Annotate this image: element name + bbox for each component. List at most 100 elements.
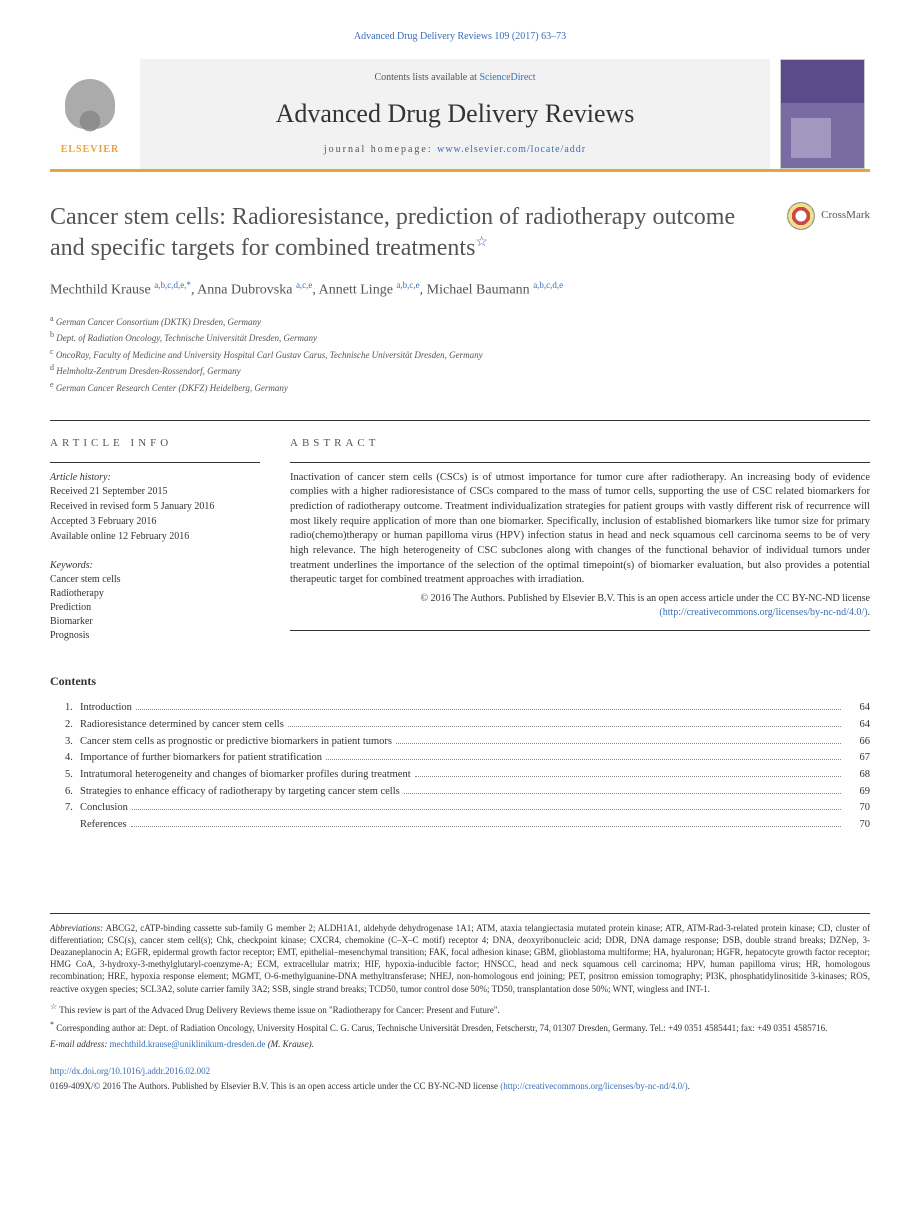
toc-label: Importance of further biomarkers for pat… [80, 751, 322, 766]
affiliation-line: d Helmholtz-Zentrum Dresden-Rossendorf, … [50, 362, 870, 379]
abstract-heading: ABSTRACT [290, 436, 870, 451]
corresponding-author-note: * Corresponding author at: Dept. of Radi… [50, 1019, 870, 1035]
author-name: , Annett Linge [312, 283, 396, 298]
article-info-heading: ARTICLE INFO [50, 436, 260, 451]
affiliation-text: Helmholtz-Zentrum Dresden-Rossendorf, Ge… [54, 366, 241, 376]
toc-leader-dots [288, 726, 841, 727]
divider [50, 462, 260, 463]
toc-label: Radioresistance determined by cancer ste… [80, 718, 284, 733]
author-name: , Michael Baumann [420, 283, 534, 298]
abstract-text: Inactivation of cancer stem cells (CSCs)… [290, 471, 870, 589]
crossmark-icon [787, 202, 815, 230]
author-affiliation-marks: a,b,c,d,e [533, 280, 563, 290]
keyword-item: Radiotherapy [50, 587, 260, 601]
toc-label: References [80, 818, 127, 833]
affiliation-text: German Cancer Consortium (DKTK) Dresden,… [54, 317, 261, 327]
article-info-column: ARTICLE INFO Article history: Received 2… [50, 436, 260, 642]
history-item: Received 21 September 2015 [50, 485, 260, 499]
homepage-line: journal homepage: www.elsevier.com/locat… [160, 143, 750, 157]
toc-leader-dots [396, 743, 841, 744]
toc-page: 66 [845, 735, 870, 750]
toc-label: Introduction [80, 701, 132, 716]
toc-number: 2. [50, 718, 80, 733]
keyword-item: Prediction [50, 601, 260, 615]
affiliation-text: Dept. of Radiation Oncology, Technische … [54, 333, 317, 343]
toc-leader-dots [415, 776, 841, 777]
affiliation-line: e German Cancer Research Center (DKFZ) H… [50, 379, 870, 396]
affiliation-line: a German Cancer Consortium (DKTK) Dresde… [50, 313, 870, 330]
author-affiliation-marks: a,b,c,d,e,* [154, 280, 191, 290]
article-title: Cancer stem cells: Radioresistance, pred… [50, 202, 767, 264]
footer-license-link[interactable]: (http://creativecommons.org/licenses/by-… [500, 1081, 687, 1091]
toc-entry[interactable]: 7.Conclusion70 [50, 801, 870, 816]
toc-number: 7. [50, 801, 80, 816]
homepage-link[interactable]: www.elsevier.com/locate/addr [437, 144, 586, 155]
history-item: Accepted 3 February 2016 [50, 515, 260, 529]
abbreviations-block: Abbreviations: ABCG2, cATP-binding casse… [50, 922, 870, 995]
contents-prefix: Contents lists available at [374, 72, 479, 83]
toc-entry[interactable]: 4.Importance of further biomarkers for p… [50, 751, 870, 766]
author-name: , Anna Dubrovska [191, 283, 296, 298]
title-row: Cancer stem cells: Radioresistance, pred… [50, 202, 870, 264]
email-address-link[interactable]: mechthild.krause@uniklinikum-dresden.de [110, 1039, 266, 1049]
crossmark-label: CrossMark [821, 208, 870, 223]
homepage-prefix: journal homepage: [324, 144, 437, 155]
publisher-name: ELSEVIER [61, 143, 120, 157]
toc-leader-dots [326, 759, 841, 760]
publisher-logo-block: ELSEVIER [50, 59, 140, 169]
author-name: Mechthild Krause [50, 283, 154, 298]
footer-copyright-prefix: 0169-409X/© 2016 The Authors. Published … [50, 1081, 500, 1091]
crossmark-badge[interactable]: CrossMark [787, 202, 870, 230]
doi-link[interactable]: http://dx.doi.org/10.1016/j.addr.2016.02… [50, 1065, 870, 1078]
toc-page: 70 [845, 818, 870, 833]
history-label: Article history: [50, 471, 260, 485]
affiliation-line: c OncoRay, Faculty of Medicine and Unive… [50, 346, 870, 363]
contents-heading: Contents [50, 673, 870, 690]
toc-entry[interactable]: 2.Radioresistance determined by cancer s… [50, 718, 870, 733]
cover-thumb-wrap [770, 59, 870, 169]
toc-entry[interactable]: References 70 [50, 818, 870, 833]
toc-number: 4. [50, 751, 80, 766]
toc-entry[interactable]: 1.Introduction 64 [50, 701, 870, 716]
journal-cover-thumbnail [780, 59, 865, 169]
toc-leader-dots [131, 826, 841, 827]
abbreviations-label: Abbreviations: [50, 923, 103, 933]
toc-number: 5. [50, 768, 80, 783]
abstract-column: ABSTRACT Inactivation of cancer stem cel… [290, 436, 870, 642]
divider [290, 462, 870, 463]
divider [290, 630, 870, 631]
toc-entry[interactable]: 6.Strategies to enhance efficacy of radi… [50, 785, 870, 800]
toc-leader-dots [132, 809, 841, 810]
copyright-prefix: © 2016 The Authors. Published by Elsevie… [421, 593, 870, 604]
author-affiliation-marks: a,c,e [296, 280, 312, 290]
history-item: Available online 12 February 2016 [50, 530, 260, 544]
toc-leader-dots [404, 793, 841, 794]
toc-leader-dots [136, 709, 841, 710]
toc-entry[interactable]: 5.Intratumoral heterogeneity and changes… [50, 768, 870, 783]
history-item: Received in revised form 5 January 2016 [50, 500, 260, 514]
contents-available-line: Contents lists available at ScienceDirec… [160, 71, 750, 85]
keywords-label: Keywords: [50, 559, 260, 573]
toc-entry[interactable]: 3.Cancer stem cells as prognostic or pre… [50, 735, 870, 750]
note1-text: This review is part of the Advaced Drug … [57, 1005, 500, 1015]
journal-banner: ELSEVIER Contents lists available at Sci… [50, 59, 870, 172]
affiliation-text: German Cancer Research Center (DKFZ) Hei… [54, 383, 288, 393]
banner-center: Contents lists available at ScienceDirec… [140, 59, 770, 169]
toc-number: 1. [50, 701, 80, 716]
toc-label: Strategies to enhance efficacy of radiot… [80, 785, 400, 800]
keyword-item: Cancer stem cells [50, 573, 260, 587]
toc-page: 64 [845, 701, 870, 716]
email-suffix: (M. Krause). [265, 1039, 314, 1049]
journal-name: Advanced Drug Delivery Reviews [160, 96, 750, 132]
toc-label: Conclusion [80, 801, 128, 816]
toc-number: 6. [50, 785, 80, 800]
theme-issue-note: ☆ This review is part of the Advaced Dru… [50, 1001, 870, 1017]
sciencedirect-link[interactable]: ScienceDirect [479, 72, 535, 83]
toc-page: 64 [845, 718, 870, 733]
license-link[interactable]: (http://creativecommons.org/licenses/by-… [659, 607, 867, 618]
abbreviations-text: ABCG2, cATP-binding cassette sub-family … [50, 923, 870, 994]
toc-label: Intratumoral heterogeneity and changes o… [80, 768, 411, 783]
author-affiliation-marks: a,b,c,e [396, 280, 419, 290]
affiliation-line: b Dept. of Radiation Oncology, Technisch… [50, 329, 870, 346]
author-list: Mechthild Krause a,b,c,d,e,*, Anna Dubro… [50, 279, 870, 300]
